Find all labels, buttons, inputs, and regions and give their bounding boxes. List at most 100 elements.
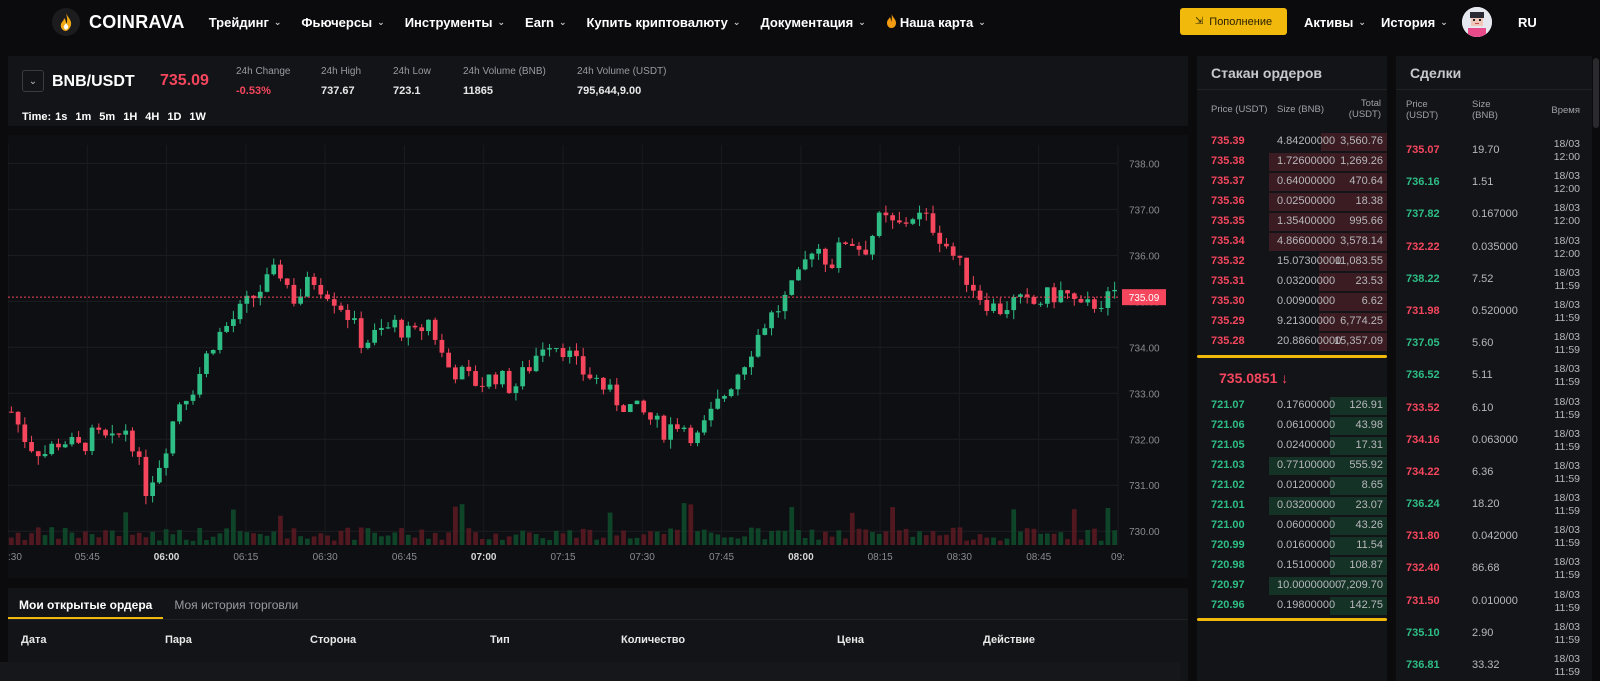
volume-bar <box>654 531 660 545</box>
trade-size: 1.51 <box>1472 176 1494 189</box>
trade-price: 731.98 <box>1406 304 1440 317</box>
candle-body <box>789 280 795 295</box>
volume-bar <box>977 534 983 545</box>
tab-open-orders[interactable]: Мои открытые ордера <box>8 588 164 619</box>
interval-option[interactable]: 1s <box>55 111 68 123</box>
ask-row[interactable]: 735.32 15.07300000 11,083.55 <box>1197 252 1387 272</box>
y-tick-label: 732.00 <box>1129 435 1160 446</box>
nav-item-6[interactable]: Наша карта ⌄ <box>886 13 986 31</box>
candle-body <box>197 373 203 395</box>
assets-menu[interactable]: Активы ⌄ <box>1304 0 1366 44</box>
language-switch[interactable]: RU <box>1518 0 1537 44</box>
volume-bar <box>9 537 14 545</box>
candle-body <box>419 327 425 332</box>
candle-body <box>917 212 922 220</box>
bid-row[interactable]: 721.03 0.77100000 555.92 <box>1197 456 1387 476</box>
candle-body <box>950 246 956 256</box>
candle-body <box>1085 299 1091 303</box>
avatar[interactable] <box>1462 7 1492 37</box>
candle-body <box>560 348 566 358</box>
nav-item-1[interactable]: Фьючерсы ⌄ <box>301 14 384 31</box>
book-size: 15.07300000 <box>1277 255 1342 267</box>
depth-bar <box>1269 457 1387 475</box>
book-total: 6,774.25 <box>1340 315 1383 327</box>
trade-time: 18/03 11:59 <box>1553 492 1580 518</box>
nav-item-label: Фьючерсы <box>301 14 373 30</box>
ask-row[interactable]: 735.31 0.03200000 23.53 <box>1197 272 1387 292</box>
candlestick-chart[interactable]: 738.00737.00736.00735.00734.00733.00732.… <box>7 135 1188 578</box>
bid-row[interactable]: 721.02 0.01200000 8.65 <box>1197 476 1387 496</box>
logo[interactable]: COINRAVA <box>52 8 185 36</box>
volume-bar <box>251 533 256 545</box>
bid-row[interactable]: 720.96 0.19800000 142.75 <box>1197 596 1387 616</box>
nav-item-4[interactable]: Купить криптовалюту ⌄ <box>587 14 741 31</box>
volume-bar <box>648 531 653 545</box>
order-book-header: Price (USDT) Size (BNB) Total (USDT) <box>1197 90 1387 132</box>
interval-option[interactable]: 5m <box>99 111 116 123</box>
trade-size: 33.32 <box>1472 659 1500 671</box>
stat-value: -0.53% <box>236 85 271 97</box>
interval-option[interactable]: 1H <box>123 111 138 123</box>
ask-row[interactable]: 735.30 0.00900000 6.62 <box>1197 292 1387 312</box>
history-menu[interactable]: История ⌄ <box>1381 0 1448 44</box>
book-size: 1.72600000 <box>1277 155 1336 167</box>
interval-option[interactable]: 1D <box>167 111 182 123</box>
scrollbar-thumb[interactable] <box>1593 58 1599 128</box>
ask-row[interactable]: 735.36 0.02500000 18.38 <box>1197 192 1387 212</box>
candle-body <box>574 350 579 357</box>
bid-row[interactable]: 721.00 0.06000000 43.26 <box>1197 516 1387 536</box>
nav-item-0[interactable]: Трейдинг ⌄ <box>209 14 282 31</box>
candle-body <box>614 384 620 406</box>
bid-row[interactable]: 721.07 0.17600000 126.91 <box>1197 396 1387 416</box>
ask-row[interactable]: 735.37 0.64000000 470.64 <box>1197 172 1387 192</box>
nav-item-2[interactable]: Инструменты ⌄ <box>405 14 505 31</box>
candle-body <box>62 444 68 448</box>
candle-body <box>29 442 34 452</box>
volume-bar <box>809 529 815 545</box>
candle-body <box>432 319 438 340</box>
trade-time: 18/03 12:00 <box>1553 170 1580 196</box>
interval-option[interactable]: 4H <box>145 111 160 123</box>
bid-row[interactable]: 721.06 0.06100000 43.98 <box>1197 416 1387 436</box>
volume-bar <box>587 529 593 545</box>
price-chart[interactable]: 738.00737.00736.00735.00734.00733.00732.… <box>7 135 1188 578</box>
volume-bar <box>352 539 357 545</box>
ask-row[interactable]: 735.38 1.72600000 1,269.26 <box>1197 152 1387 172</box>
volume-bar <box>661 533 667 545</box>
ask-row[interactable]: 735.39 4.84200000 3,560.76 <box>1197 132 1387 152</box>
bid-row[interactable]: 721.05 0.02400000 17.31 <box>1197 436 1387 456</box>
trade-time: 18/03 11:59 <box>1553 588 1580 614</box>
volume-bar <box>567 530 573 545</box>
nav-item-5[interactable]: Документация ⌄ <box>760 14 865 31</box>
volume-bar <box>883 531 889 545</box>
nav-item-label: Наша карта <box>899 14 974 30</box>
ask-row[interactable]: 735.28 20.88600000 15,357.09 <box>1197 332 1387 352</box>
candle-body <box>587 374 593 379</box>
ask-row[interactable]: 735.35 1.35400000 995.66 <box>1197 212 1387 232</box>
nav-item-3[interactable]: Earn ⌄ <box>525 14 566 31</box>
bid-row[interactable]: 720.97 10.00000000 7,209.70 <box>1197 576 1387 596</box>
depth-bar <box>1269 153 1387 171</box>
y-tick-label: 730.00 <box>1129 527 1160 538</box>
pair-dropdown-button[interactable]: ⌄ <box>22 70 44 92</box>
volume-bar <box>1051 533 1057 545</box>
bid-row[interactable]: 720.99 0.01600000 11.54 <box>1197 536 1387 556</box>
ask-row[interactable]: 735.29 9.21300000 6,774.25 <box>1197 312 1387 332</box>
bid-row[interactable]: 720.98 0.15100000 108.87 <box>1197 556 1387 576</box>
candle-body <box>883 212 889 216</box>
interval-option[interactable]: 1m <box>75 111 92 123</box>
candle-body <box>580 356 586 375</box>
interval-option[interactable]: 1W <box>189 111 206 123</box>
volume-bar <box>109 530 115 545</box>
y-tick-label: 736.00 <box>1129 251 1160 262</box>
depth-bar <box>1330 537 1387 555</box>
tab-trade-history[interactable]: Моя история торговли <box>174 598 299 612</box>
candle-body <box>1004 310 1010 315</box>
trade-time: 18/03 11:59 <box>1553 459 1580 485</box>
volume-bar <box>607 512 613 545</box>
page-scrollbar[interactable] <box>1592 44 1600 681</box>
ask-row[interactable]: 735.34 4.86600000 3,578.14 <box>1197 232 1387 252</box>
bid-row[interactable]: 721.01 0.03200000 23.07 <box>1197 496 1387 516</box>
volume-bar <box>291 528 297 545</box>
deposit-button[interactable]: ⇲ Пополнение <box>1180 8 1287 35</box>
